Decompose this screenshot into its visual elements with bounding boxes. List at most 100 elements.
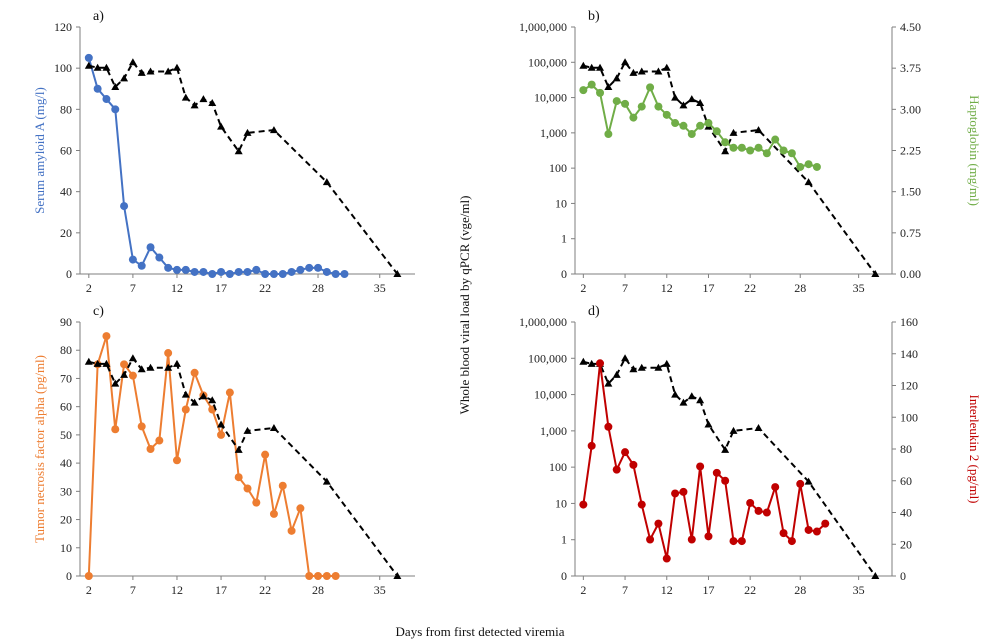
- marker-series: [579, 359, 830, 563]
- y-axis-label: Serum amyloid A (mg/l): [32, 87, 47, 214]
- data-point: [812, 527, 821, 536]
- x-tick-label: 7: [622, 583, 628, 597]
- x-tick-label: 2: [86, 281, 92, 295]
- data-point: [314, 263, 323, 272]
- secondary-y-tick-label: 160: [900, 315, 918, 329]
- y-tick-label: 100,000: [528, 55, 567, 69]
- viral-load-series: [579, 354, 880, 579]
- y-tick-label: 40: [60, 185, 72, 199]
- data-point: [102, 95, 111, 104]
- data-point: [111, 82, 120, 90]
- data-point: [146, 243, 155, 252]
- data-point: [637, 67, 646, 75]
- x-tick-label: 22: [744, 583, 756, 597]
- data-point: [671, 93, 680, 101]
- data-point: [269, 126, 278, 134]
- data-point: [637, 500, 646, 509]
- y-tick-label: 10,000: [534, 388, 567, 402]
- data-point: [662, 110, 671, 119]
- data-point: [181, 93, 190, 101]
- secondary-y-tick-label: 0.00: [900, 267, 921, 281]
- data-point: [687, 95, 696, 103]
- data-point: [128, 371, 137, 380]
- x-tick-label: 22: [259, 583, 271, 597]
- data-point: [243, 426, 252, 434]
- data-point: [812, 162, 821, 171]
- y-tick-label: 90: [60, 315, 72, 329]
- x-tick-label: 17: [702, 281, 714, 295]
- data-point: [340, 270, 349, 278]
- data-point: [871, 572, 880, 579]
- data-point: [754, 126, 763, 134]
- data-point: [704, 420, 713, 428]
- x-tick-label: 2: [580, 281, 586, 295]
- data-point: [662, 554, 671, 563]
- y-tick-label: 50: [60, 428, 72, 442]
- data-point: [762, 149, 771, 158]
- data-point: [128, 354, 137, 362]
- data-point: [84, 572, 93, 580]
- data-point: [225, 270, 234, 278]
- x-tick-label: 22: [259, 281, 271, 295]
- data-point: [796, 479, 805, 488]
- data-point: [721, 147, 730, 155]
- data-point: [579, 357, 588, 365]
- data-point: [217, 420, 226, 428]
- data-point: [155, 436, 164, 445]
- panel-c: 0 10 20 30 40 50 60 70 80 90 2 7 12 17 22 28 35 c) Tumor n…: [32, 304, 415, 597]
- y-tick-label: 10: [555, 196, 567, 210]
- data-point: [621, 448, 630, 457]
- data-point: [729, 426, 738, 434]
- viral-load-series: [84, 58, 402, 277]
- data-point: [93, 359, 102, 367]
- data-point: [155, 253, 164, 262]
- data-point: [120, 202, 129, 211]
- data-point: [804, 525, 813, 534]
- y-tick-label: 80: [60, 102, 72, 116]
- data-point: [217, 430, 226, 439]
- data-point: [637, 102, 646, 111]
- panel-a: 0 20 40 60 80 100 120 2 7 12 17 22 28 35 a) Serum amylo…: [32, 9, 415, 295]
- data-point: [287, 267, 296, 276]
- data-point: [604, 379, 613, 387]
- series-line: [583, 60, 877, 275]
- x-tick-label: 2: [580, 583, 586, 597]
- data-point: [199, 95, 208, 103]
- data-point: [278, 481, 287, 490]
- data-point: [804, 477, 813, 485]
- secondary-y-tick-label: 3.75: [900, 61, 921, 75]
- panel-label: b): [588, 9, 600, 24]
- data-point: [621, 58, 630, 66]
- data-point: [322, 267, 331, 276]
- y-tick-label: 10: [60, 541, 72, 555]
- x-tick-label: 12: [171, 583, 183, 597]
- secondary-y-axis-label: Haptoglobin (mg/ml): [967, 95, 982, 206]
- y-tick-label: 100,000: [528, 351, 567, 365]
- data-point: [746, 146, 755, 155]
- secondary-y-tick-label: 3.00: [900, 102, 921, 116]
- x-axis-label: Days from first detected viremia: [396, 624, 565, 639]
- data-point: [721, 445, 730, 453]
- secondary-y-tick-label: 4.50: [900, 20, 921, 34]
- y-tick-label: 0: [561, 267, 567, 281]
- data-point: [164, 363, 173, 371]
- data-point: [146, 445, 155, 453]
- data-point: [111, 379, 120, 387]
- data-point: [331, 572, 340, 580]
- data-point: [596, 359, 605, 368]
- data-point: [234, 147, 243, 155]
- data-point: [225, 388, 234, 397]
- data-point: [199, 392, 208, 400]
- data-point: [579, 500, 588, 509]
- data-point: [243, 128, 252, 136]
- x-tick-label: 12: [661, 583, 673, 597]
- data-point: [662, 63, 671, 71]
- data-point: [190, 368, 199, 377]
- data-point: [612, 97, 621, 106]
- data-point: [746, 498, 755, 507]
- x-tick-label: 35: [374, 583, 386, 597]
- data-point: [190, 398, 199, 406]
- data-point: [804, 178, 813, 186]
- data-point: [296, 265, 305, 274]
